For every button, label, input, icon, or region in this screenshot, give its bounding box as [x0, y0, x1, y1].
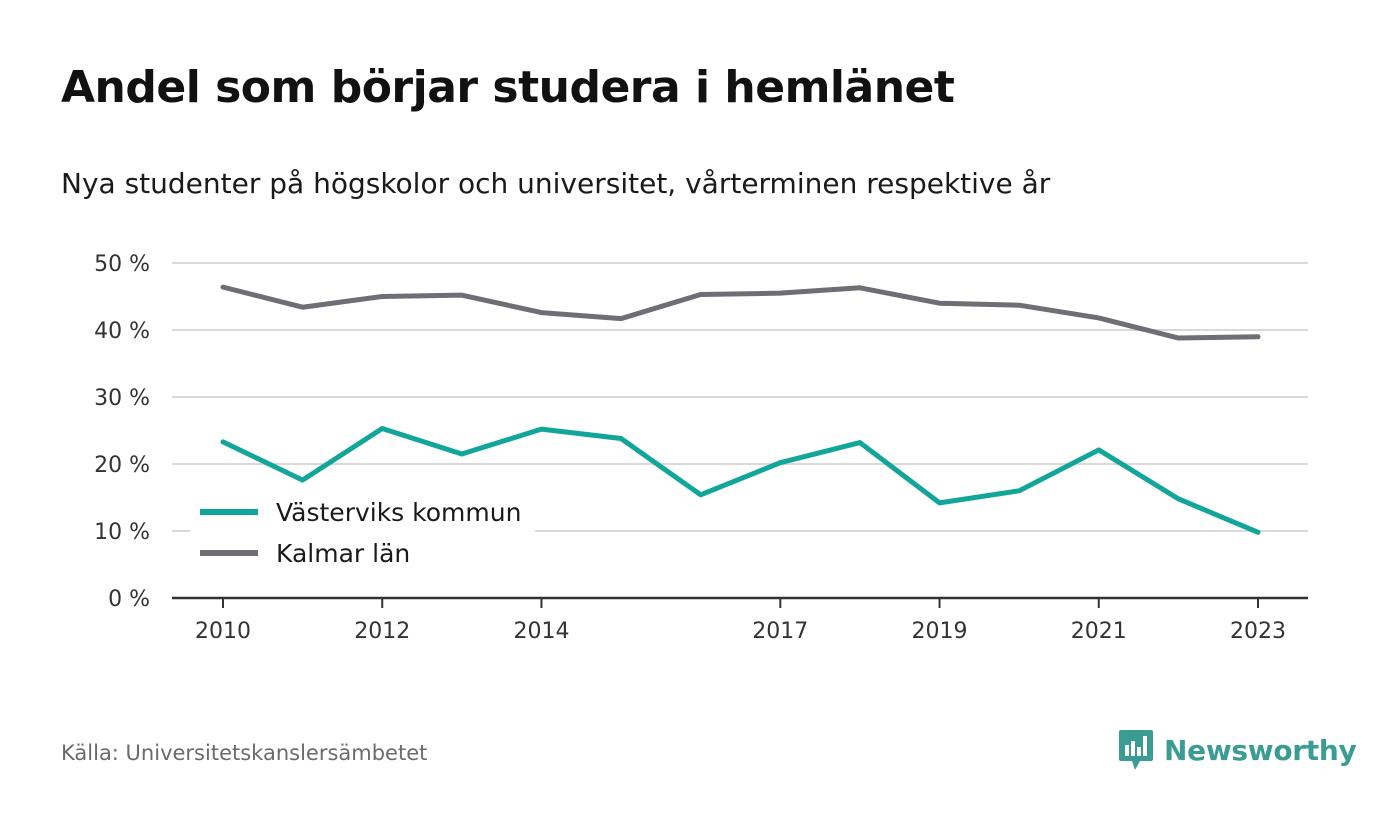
newsworthy-logo-icon	[1119, 730, 1153, 770]
legend: Västerviks kommun Kalmar län	[190, 490, 535, 578]
y-tick-label: 20 %	[94, 453, 150, 478]
y-tick-label: 40 %	[94, 319, 150, 344]
y-axis-ticks: 0 % 10 % 20 % 30 % 40 % 50 %	[94, 252, 150, 612]
x-tick-label: 2014	[513, 619, 569, 644]
y-tick-label: 50 %	[94, 252, 150, 277]
x-tick-label: 2023	[1230, 619, 1286, 644]
series-line-kalmar	[220, 284, 1261, 341]
chart-title: Andel som börjar studera i hemlänet	[61, 62, 955, 113]
series-line-vastervik	[220, 425, 1261, 535]
x-tick-label: 2010	[195, 619, 251, 644]
legend-background	[190, 490, 535, 578]
x-tick-label: 2017	[752, 619, 808, 644]
y-tick-label: 10 %	[94, 520, 150, 545]
source-note: Källa: Universitetskanslersämbetet	[61, 741, 428, 765]
x-tick-label: 2012	[354, 619, 410, 644]
x-tick-label: 2019	[912, 619, 968, 644]
legend-label: Västerviks kommun	[276, 498, 521, 527]
brand-name: Newsworthy	[1164, 733, 1357, 767]
legend-label: Kalmar län	[276, 539, 410, 568]
series-lines	[220, 284, 1261, 535]
brand-logo: Newsworthy	[1118, 728, 1357, 772]
x-tick-label: 2021	[1071, 619, 1127, 644]
y-tick-label: 0 %	[108, 587, 150, 612]
y-tick-label: 30 %	[94, 386, 150, 411]
chart-subtitle: Nya studenter på högskolor och universit…	[61, 167, 1051, 200]
x-axis-ticks: 2010 2012 2014 2017 2019 2021 2023	[195, 598, 1286, 644]
